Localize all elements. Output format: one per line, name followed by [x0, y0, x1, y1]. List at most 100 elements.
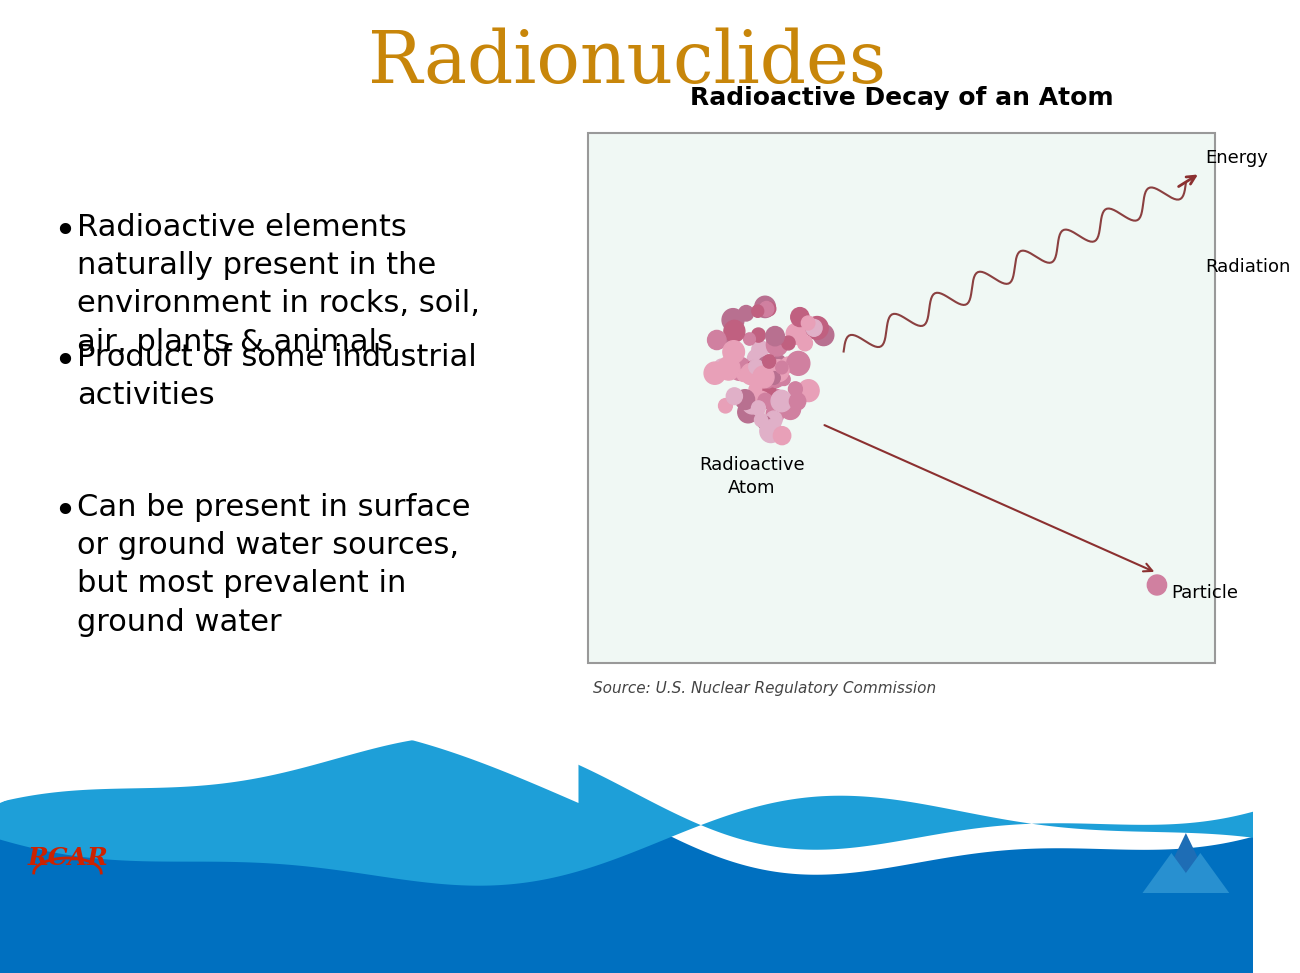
Circle shape — [779, 373, 790, 385]
Circle shape — [801, 316, 815, 330]
Circle shape — [754, 391, 770, 408]
Text: Radionuclides: Radionuclides — [368, 28, 885, 98]
Circle shape — [758, 393, 772, 409]
Polygon shape — [0, 736, 1253, 885]
FancyBboxPatch shape — [588, 133, 1214, 663]
Text: •: • — [53, 343, 75, 381]
Text: Radioactive Decay of an Atom: Radioactive Decay of an Atom — [690, 86, 1113, 110]
Circle shape — [749, 359, 763, 375]
Circle shape — [742, 392, 763, 414]
Circle shape — [719, 399, 732, 413]
Circle shape — [790, 307, 809, 327]
Circle shape — [771, 390, 792, 412]
Polygon shape — [1143, 853, 1200, 893]
Circle shape — [766, 354, 783, 373]
Text: Energy: Energy — [1205, 149, 1268, 167]
Circle shape — [758, 415, 771, 429]
Circle shape — [738, 402, 758, 423]
Text: Product of some industrial
activities: Product of some industrial activities — [77, 343, 477, 411]
Circle shape — [770, 368, 788, 386]
Circle shape — [760, 419, 781, 443]
Polygon shape — [0, 723, 578, 803]
Circle shape — [757, 356, 777, 378]
Circle shape — [722, 308, 744, 332]
Circle shape — [798, 336, 812, 351]
Circle shape — [747, 389, 766, 409]
Circle shape — [768, 360, 789, 381]
Circle shape — [751, 305, 763, 317]
Circle shape — [774, 426, 790, 445]
Circle shape — [764, 389, 786, 412]
Text: Source: U.S. Nuclear Regulatory Commission: Source: U.S. Nuclear Regulatory Commissi… — [593, 681, 936, 696]
Circle shape — [746, 361, 762, 377]
Circle shape — [759, 302, 774, 316]
Circle shape — [705, 362, 725, 384]
Text: RCAR: RCAR — [27, 846, 108, 870]
Circle shape — [747, 349, 767, 369]
Circle shape — [760, 361, 777, 379]
Circle shape — [763, 355, 776, 368]
Circle shape — [766, 411, 783, 428]
Circle shape — [723, 341, 745, 363]
Circle shape — [751, 341, 768, 358]
Circle shape — [744, 333, 755, 345]
Circle shape — [727, 388, 742, 405]
Text: Radiation: Radiation — [1205, 258, 1291, 276]
Circle shape — [1148, 575, 1166, 595]
Circle shape — [762, 302, 776, 316]
Circle shape — [806, 316, 828, 340]
Circle shape — [747, 386, 768, 408]
Circle shape — [767, 334, 788, 356]
Circle shape — [764, 363, 779, 378]
Circle shape — [789, 393, 806, 410]
Circle shape — [751, 328, 766, 342]
Circle shape — [720, 335, 734, 348]
Text: Particle: Particle — [1171, 584, 1239, 602]
Circle shape — [776, 361, 788, 374]
Text: Radioactive
Atom: Radioactive Atom — [699, 456, 805, 496]
Circle shape — [753, 366, 774, 388]
Circle shape — [715, 359, 727, 373]
Circle shape — [786, 351, 810, 376]
Circle shape — [770, 374, 783, 387]
Circle shape — [766, 327, 784, 345]
Circle shape — [786, 323, 806, 344]
Text: •: • — [53, 493, 75, 531]
Circle shape — [737, 369, 749, 381]
Circle shape — [774, 355, 785, 367]
Circle shape — [760, 356, 774, 370]
Circle shape — [754, 414, 767, 426]
Circle shape — [736, 389, 754, 410]
Circle shape — [724, 320, 745, 342]
Circle shape — [718, 356, 740, 380]
Polygon shape — [1171, 853, 1230, 893]
Circle shape — [760, 370, 774, 383]
Circle shape — [762, 361, 779, 378]
Circle shape — [738, 306, 754, 321]
Circle shape — [780, 398, 801, 419]
Circle shape — [755, 296, 775, 317]
Circle shape — [729, 355, 742, 369]
Circle shape — [764, 371, 781, 388]
Circle shape — [754, 380, 776, 403]
Circle shape — [814, 324, 833, 345]
Circle shape — [767, 360, 786, 381]
Text: Radioactive elements
naturally present in the
environment in rocks, soil,
air, p: Radioactive elements naturally present i… — [77, 213, 480, 356]
Polygon shape — [1157, 833, 1214, 893]
Circle shape — [776, 336, 788, 348]
Circle shape — [749, 382, 762, 396]
Circle shape — [781, 336, 796, 350]
Text: Can be present in surface
or ground water sources,
but most prevalent in
ground : Can be present in surface or ground wate… — [77, 493, 471, 636]
Circle shape — [707, 331, 725, 349]
Circle shape — [741, 363, 762, 384]
Circle shape — [789, 381, 802, 396]
Circle shape — [759, 370, 776, 388]
Circle shape — [766, 405, 784, 423]
Circle shape — [798, 379, 819, 402]
Circle shape — [781, 357, 796, 373]
Text: •: • — [53, 213, 75, 251]
Circle shape — [751, 401, 766, 415]
Polygon shape — [0, 761, 1253, 973]
Circle shape — [806, 319, 822, 337]
Circle shape — [749, 357, 767, 376]
